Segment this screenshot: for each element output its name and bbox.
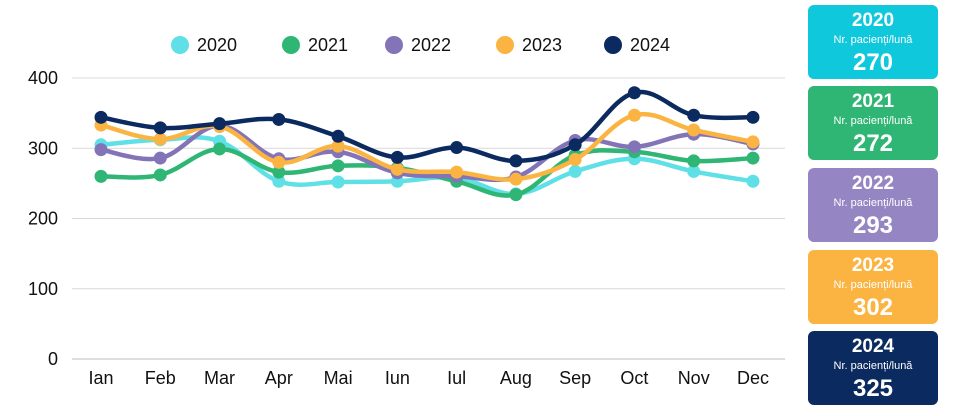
summary-card-year: 2023 [851, 255, 895, 276]
x-tick-label: Nov [678, 368, 710, 388]
data-point-2024 [390, 150, 404, 164]
summary-card-label: Nr. pacienți/lună [833, 115, 913, 127]
summary-card-label: Nr. pacienți/lună [833, 34, 913, 46]
data-point-2024 [746, 110, 760, 124]
summary-card-year: 2024 [851, 336, 895, 357]
data-point-2024 [153, 121, 167, 135]
data-point-2020 [568, 164, 582, 178]
legend-label: 2023 [522, 35, 562, 55]
summary-card-label: Nr. pacienți/lună [833, 279, 913, 291]
x-tick-label: Aug [500, 368, 532, 388]
data-point-2021 [687, 154, 701, 168]
data-point-2022 [627, 140, 641, 154]
summary-card-value: 325 [852, 375, 894, 402]
data-point-2022 [94, 143, 108, 157]
legend-label: 2024 [630, 35, 670, 55]
summary-card-value: 272 [852, 130, 894, 157]
data-point-2024 [331, 129, 345, 143]
legend-label: 2020 [197, 35, 237, 55]
summary-card-label: Nr. pacienți/lună [833, 360, 913, 372]
legend-marker-2022 [385, 36, 403, 54]
data-point-2023 [627, 108, 641, 122]
summary-card-2022: 2022 Nr. pacienți/lună 293 [808, 168, 938, 242]
x-tick-label: Iun [385, 368, 410, 388]
data-point-2023 [509, 172, 523, 186]
summary-card-2023: 2023 Nr. pacienți/lună 302 [808, 250, 938, 324]
data-point-2023 [568, 152, 582, 166]
summary-card-value: 302 [852, 294, 894, 321]
y-tick-label: 100 [28, 279, 58, 299]
legend-label: 2021 [308, 35, 348, 55]
data-point-2021 [331, 159, 345, 173]
x-tick-label: Sep [559, 368, 591, 388]
data-point-2024 [272, 112, 286, 126]
data-point-2021 [94, 169, 108, 183]
summary-card-2020: 2020 Nr. pacienți/lună 270 [808, 5, 938, 79]
data-point-2024 [627, 86, 641, 100]
summary-card-value: 270 [852, 49, 894, 76]
x-tick-label: Apr [265, 368, 293, 388]
legend-marker-2023 [496, 36, 514, 54]
series-line-2024 [98, 89, 756, 164]
data-point-2024 [568, 138, 582, 152]
summary-card-year: 2022 [851, 173, 895, 194]
data-point-2024 [687, 108, 701, 122]
data-point-2024 [213, 117, 227, 131]
data-point-2022 [153, 151, 167, 165]
y-tick-label: 400 [28, 68, 58, 88]
data-point-2020 [687, 164, 701, 178]
series-line-2020 [98, 135, 756, 197]
summary-card-label: Nr. pacienți/lună [833, 197, 913, 209]
y-tick-label: 0 [48, 349, 58, 369]
y-tick-label: 200 [28, 209, 58, 229]
legend-marker-2024 [604, 36, 622, 54]
x-tick-label: Mar [204, 368, 235, 388]
data-point-2020 [331, 175, 345, 189]
data-point-2024 [509, 154, 523, 168]
data-point-2021 [509, 188, 523, 202]
data-point-2023 [331, 139, 345, 153]
data-point-2024 [450, 141, 464, 155]
data-point-2020 [746, 174, 760, 188]
data-point-2024 [94, 110, 108, 124]
data-point-2023 [687, 123, 701, 137]
line-chart: 0 100 200 300 400 Ian Feb Mar Apr Mai Iun Iul Aug Sep… [28, 35, 785, 388]
legend-marker-2020 [171, 36, 189, 54]
x-tick-label: Feb [145, 368, 176, 388]
summary-card-year: 2021 [851, 91, 895, 112]
legend-label: 2022 [411, 35, 451, 55]
summary-card-value: 293 [852, 212, 894, 239]
x-tick-label: Mai [324, 368, 353, 388]
x-tick-label: Oct [620, 368, 648, 388]
data-point-2023 [153, 132, 167, 146]
data-point-2023 [272, 155, 286, 169]
data-point-2020 [272, 174, 286, 188]
summary-card-2024: 2024 Nr. pacienți/lună 325 [808, 331, 938, 405]
data-point-2021 [746, 151, 760, 165]
summary-card-year: 2020 [851, 10, 895, 31]
x-tick-label: Ian [88, 368, 113, 388]
data-point-2021 [153, 168, 167, 182]
summary-card-2021: 2021 Nr. pacienți/lună 272 [808, 86, 938, 160]
x-tick-label: Iul [447, 368, 466, 388]
data-point-2023 [746, 135, 760, 149]
data-point-2023 [450, 165, 464, 179]
y-tick-label: 300 [28, 138, 58, 158]
data-point-2023 [390, 162, 404, 176]
data-point-2021 [213, 142, 227, 156]
legend-marker-2021 [282, 36, 300, 54]
x-tick-label: Dec [737, 368, 769, 388]
data-point-2021 [272, 165, 286, 179]
